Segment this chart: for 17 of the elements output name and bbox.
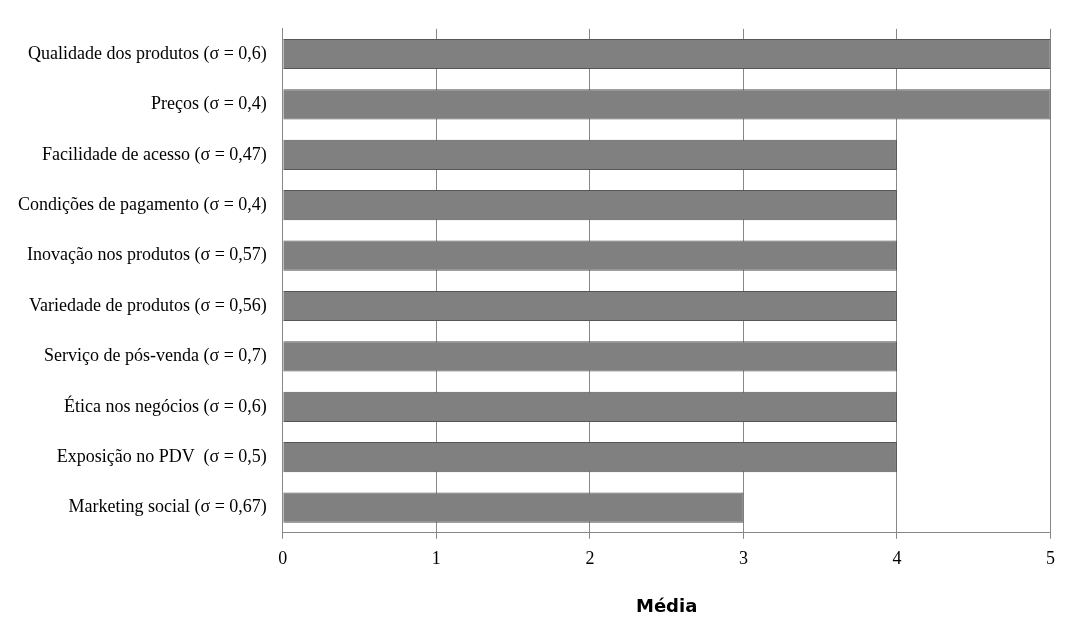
y-tick-label: Inovação nos produtos (σ = 0,57)	[26, 244, 267, 266]
y-tick-label: Condições de pagamento (σ = 0,4)	[18, 193, 267, 215]
y-tick-label: Facilidade de acesso (σ = 0,47)	[42, 143, 267, 165]
y-tick-label: Qualidade dos produtos (σ = 0,6)	[27, 42, 267, 64]
x-tick-label: 5	[1046, 548, 1055, 569]
x-tick-label: 4	[892, 548, 902, 569]
y-tick-label: Serviço de pós-venda (σ = 0,7)	[44, 345, 267, 367]
x-tick-label: 3	[738, 548, 748, 569]
x-tick-label: 2	[585, 548, 595, 569]
x-tick-label: 1	[431, 548, 441, 569]
y-tick-label: Exposição no PDV (σ = 0,5)	[56, 445, 267, 467]
y-tick-label: Marketing social (σ = 0,67)	[68, 496, 267, 518]
y-tick-label: Preços (σ = 0,4)	[150, 93, 267, 115]
y-tick-label: Ética nos negócios (σ = 0,6)	[63, 394, 267, 417]
x-tick-label: 0	[278, 548, 288, 569]
x-axis-title: Média	[635, 594, 698, 616]
y-tick-label: Variedade de produtos (σ = 0,56)	[29, 294, 267, 316]
